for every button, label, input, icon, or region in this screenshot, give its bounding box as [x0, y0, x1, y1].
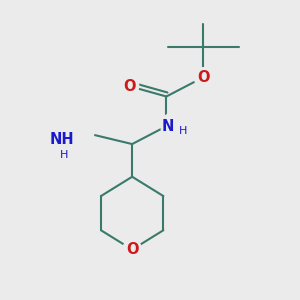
Circle shape [194, 68, 213, 87]
Text: O: O [126, 242, 138, 257]
Circle shape [161, 112, 190, 140]
Text: H: H [178, 126, 187, 136]
Text: O: O [197, 70, 210, 85]
Circle shape [123, 240, 142, 259]
Text: N: N [162, 119, 174, 134]
Text: H: H [60, 150, 68, 160]
Text: O: O [123, 79, 135, 94]
Circle shape [120, 76, 139, 96]
Text: NH: NH [50, 132, 75, 147]
